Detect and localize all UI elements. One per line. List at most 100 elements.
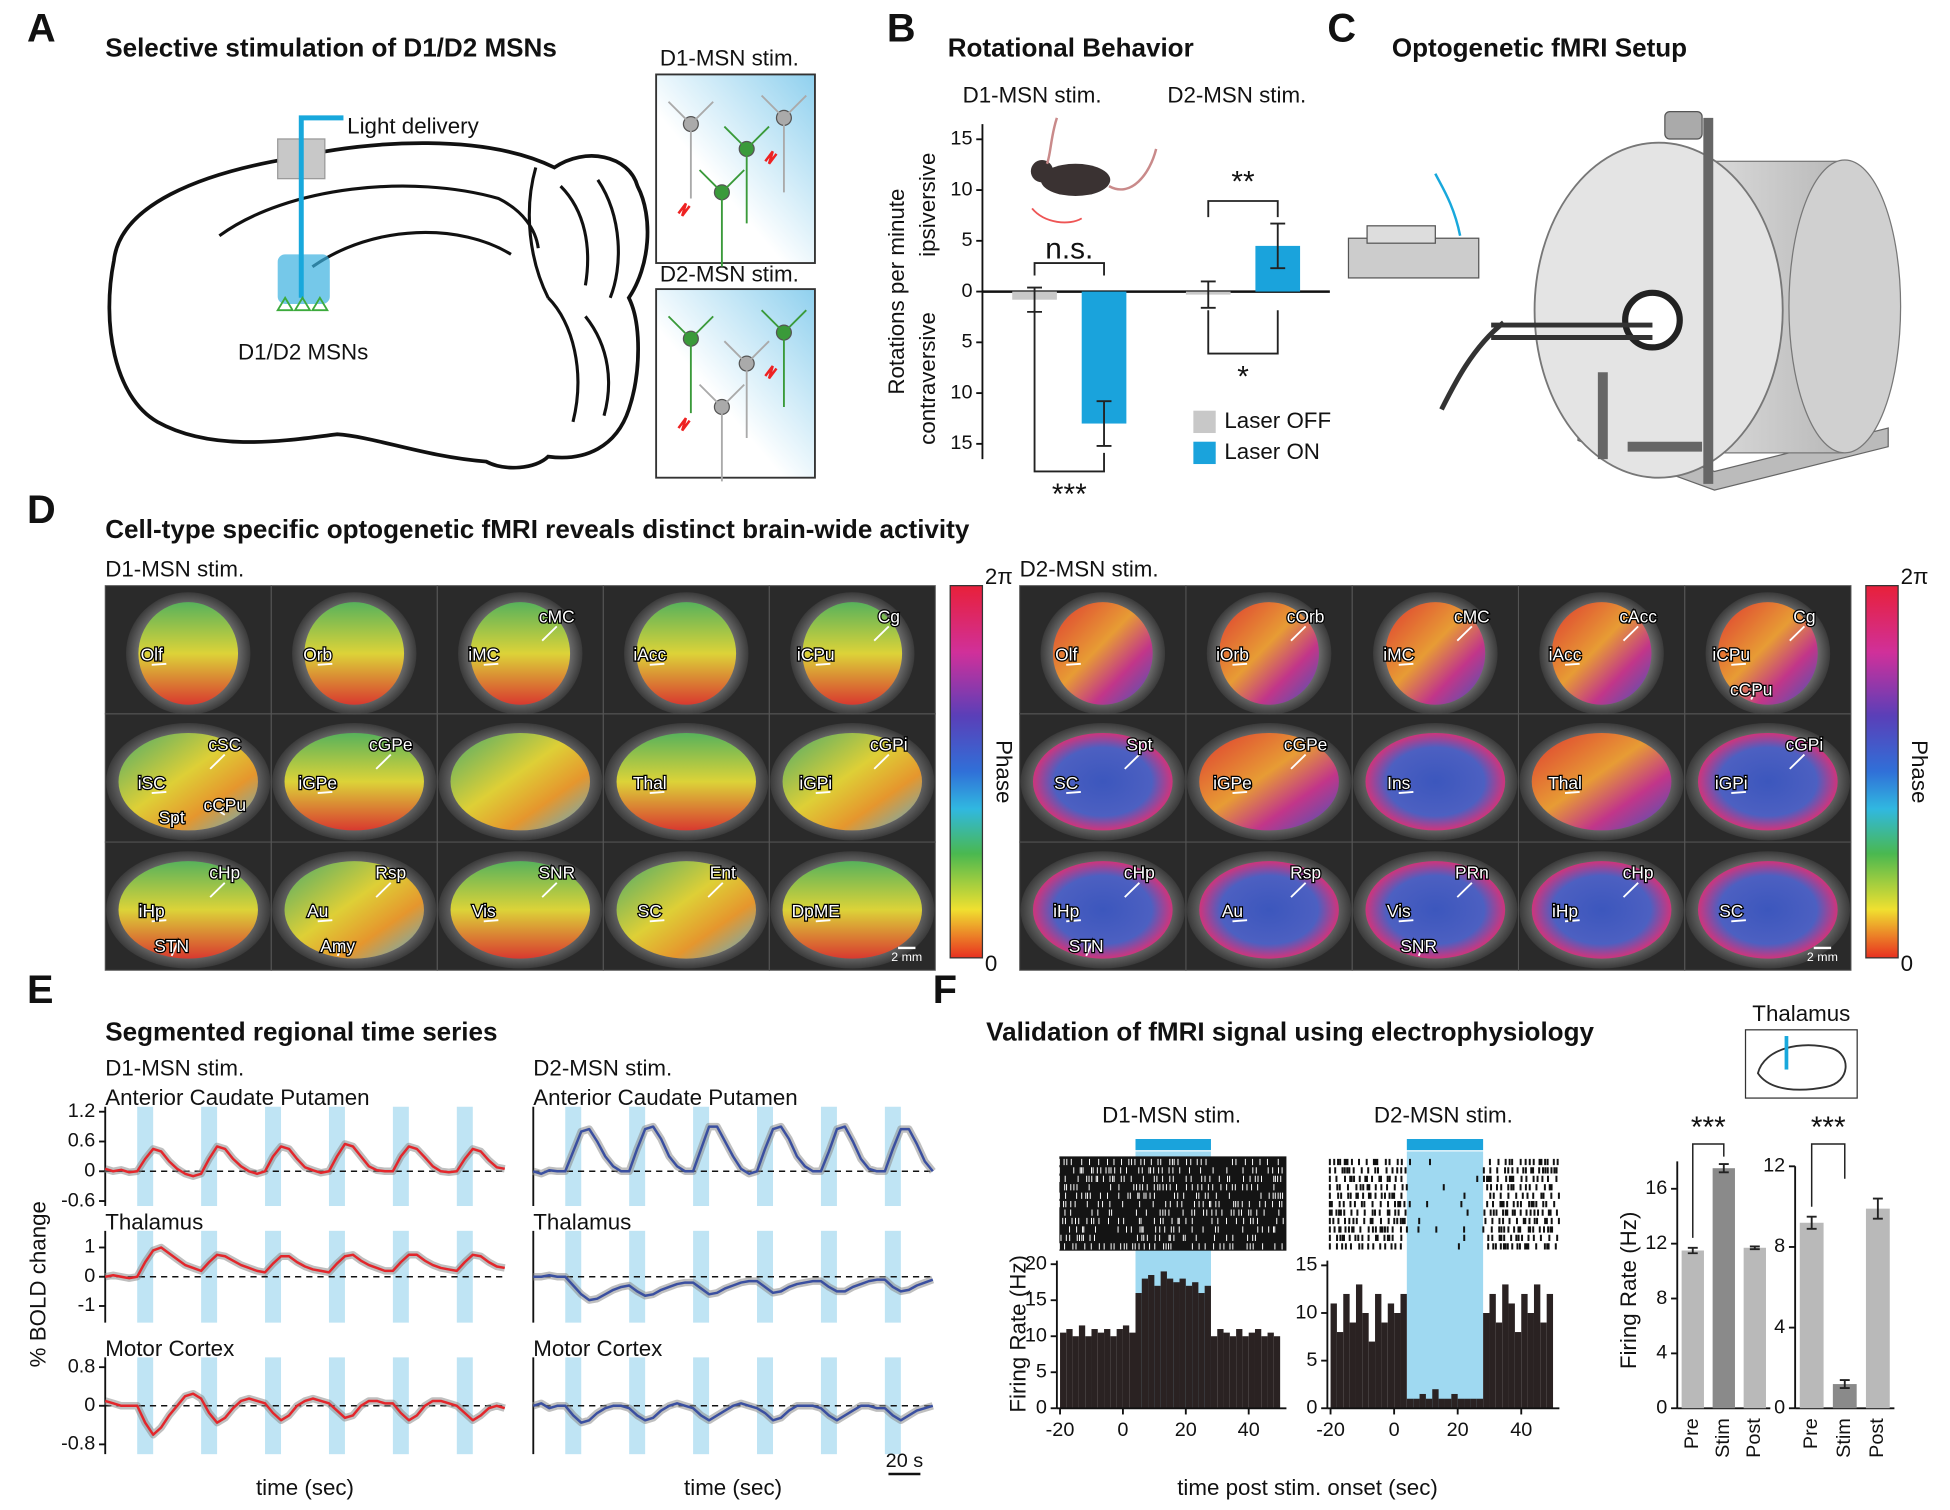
region-pointer: [209, 804, 226, 816]
mouse-icon: [1040, 163, 1111, 197]
histogram-bar: [1438, 1398, 1445, 1409]
region-label: iCPu: [1712, 645, 1750, 665]
significance-label: **: [1231, 165, 1255, 198]
histogram-bar: [1540, 1322, 1547, 1409]
histogram-bar: [1148, 1275, 1155, 1409]
region-pointer: [649, 919, 665, 923]
region-pointer: [209, 882, 226, 898]
region-label: Orb: [303, 645, 332, 665]
cradle: [1347, 237, 1480, 279]
y-tick-label: 0: [1656, 1397, 1667, 1419]
raster-spikes: [1060, 1234, 1256, 1242]
histogram-bar: [1457, 1398, 1465, 1409]
histogram-bar: [1527, 1313, 1534, 1409]
histogram-bar: [1406, 1398, 1414, 1409]
raster-spikes: [1328, 1167, 1558, 1174]
histogram-bar: [1097, 1332, 1105, 1409]
activation-map: [1385, 602, 1486, 705]
panel-letter: F: [933, 968, 957, 1012]
raster-spikes: [1328, 1217, 1560, 1225]
histogram-bar: [1141, 1278, 1149, 1409]
histogram-bar: [1336, 1332, 1344, 1409]
significance-bracket: [1033, 262, 1105, 276]
region-pointer: [1290, 882, 1307, 898]
region-label: Cg: [1793, 606, 1815, 626]
raster-spikes: [1328, 1209, 1558, 1216]
raster-spikes: [1058, 1192, 1284, 1199]
region-pointer: [1232, 662, 1248, 666]
y-tick-label: 15: [950, 128, 972, 150]
y-tick-label: 20: [1025, 1252, 1047, 1274]
bar: [1743, 1247, 1766, 1409]
activation-map: [782, 861, 923, 959]
series-line: [532, 1402, 934, 1424]
mouse-icon: [1045, 117, 1158, 191]
y-tick-label: 16: [1645, 1177, 1667, 1199]
histogram-bar: [1495, 1322, 1503, 1409]
stim-bar: [1135, 1139, 1211, 1151]
y-tick-label: 15: [950, 432, 972, 454]
raster-spikes: [1058, 1243, 1283, 1250]
panel-letter: D: [27, 488, 56, 532]
region-label: Spt: [159, 808, 185, 828]
region-label: PRn: [1455, 863, 1489, 883]
region-label: Thal: [633, 773, 667, 793]
histogram-bar: [1223, 1332, 1230, 1409]
histogram-bar: [1116, 1329, 1123, 1409]
panel-letter: C: [1327, 7, 1356, 51]
region-pointer: [1066, 919, 1081, 923]
mri-stand: [1597, 117, 1714, 484]
colorbar-label: Phase: [1907, 740, 1932, 803]
region-pointer: [1085, 940, 1094, 957]
region-label: iOrb: [1216, 645, 1249, 665]
y-axis-label: contraversive: [915, 312, 940, 445]
histogram-bar: [1489, 1293, 1496, 1409]
histogram-bar: [1330, 1303, 1337, 1409]
activation-map: [450, 732, 590, 831]
tile-border: [1684, 841, 1852, 971]
annotation: Light delivery: [347, 114, 479, 139]
y-tick-label: 10: [1295, 1301, 1317, 1323]
mri-top: [1664, 111, 1703, 140]
significance-bracket: [1810, 1143, 1846, 1207]
region-label: iGPi: [799, 773, 832, 793]
region-pointer: [1789, 625, 1806, 642]
activation-map: [636, 602, 737, 705]
stim-period: [565, 1230, 582, 1323]
histogram-bar: [1521, 1293, 1528, 1409]
region-pointer: [707, 882, 724, 898]
x-tick-label: Stim: [1833, 1418, 1855, 1458]
raster-spikes: [1328, 1243, 1557, 1250]
stim-bar: [1406, 1139, 1484, 1151]
series-line: [532, 1125, 934, 1175]
tile-border: [768, 841, 936, 971]
histogram-bar: [1546, 1293, 1554, 1409]
histogram-bar: [1160, 1271, 1167, 1409]
activation-map: [1551, 602, 1652, 705]
region-pointer: [336, 940, 346, 957]
chart-title: Motor Cortex: [105, 1336, 234, 1361]
region-pointer: [873, 753, 890, 770]
scale-bar-label: 2 mm: [1807, 950, 1838, 964]
mri-back: [1788, 159, 1902, 454]
significance-label: *: [1237, 360, 1249, 393]
histogram-bar: [1514, 1332, 1522, 1409]
series-line: [104, 1142, 505, 1178]
panel-letter: B: [887, 7, 916, 51]
significance-bracket: [1207, 200, 1279, 218]
neurite: [723, 340, 770, 438]
histogram-bar: [1154, 1285, 1161, 1409]
y-tick-label: 0.8: [68, 1355, 96, 1377]
histogram-bar: [1451, 1393, 1458, 1409]
column-title: D1-MSN stim.: [105, 557, 244, 582]
region-pointer: [151, 791, 167, 794]
neurite: [723, 125, 770, 224]
histogram-bar: [1343, 1293, 1350, 1409]
region-pointer: [1124, 753, 1141, 770]
y-tick-label: 10: [1025, 1324, 1047, 1346]
histogram-bar: [1078, 1325, 1086, 1409]
significance-bracket: [1207, 310, 1279, 355]
legend-label: Laser OFF: [1224, 408, 1331, 433]
panel-title: Rotational Behavior: [948, 33, 1194, 63]
